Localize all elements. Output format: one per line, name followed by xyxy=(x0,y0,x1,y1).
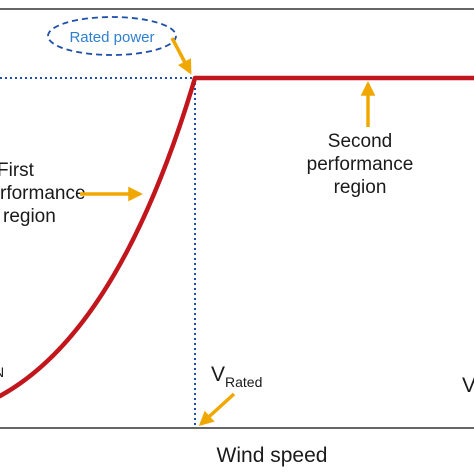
power-curve-region-1 xyxy=(0,75,198,399)
v-rated-main: V xyxy=(211,363,225,386)
rated-power-label: Rated power xyxy=(69,29,154,46)
region1-label-line2: rformance xyxy=(0,183,86,204)
v-rated-label: VRated xyxy=(211,363,262,390)
region2-label-line2: performance xyxy=(307,154,414,175)
region2-label-line1: Second xyxy=(328,131,392,152)
v-rated-subscript: Rated xyxy=(225,374,262,390)
v-cutout-fragment: V xyxy=(462,374,474,397)
rated-power-ellipse xyxy=(47,16,177,56)
rated-power-arrow xyxy=(170,37,192,75)
v-rated-arrow xyxy=(198,392,236,426)
v-cutin-fragment: N xyxy=(0,364,4,380)
region2-label-line3: region xyxy=(334,177,387,198)
region1-label-line3: region xyxy=(3,206,56,227)
region1-label-line1: First xyxy=(0,160,35,181)
x-axis-label: Wind speed xyxy=(217,444,328,467)
